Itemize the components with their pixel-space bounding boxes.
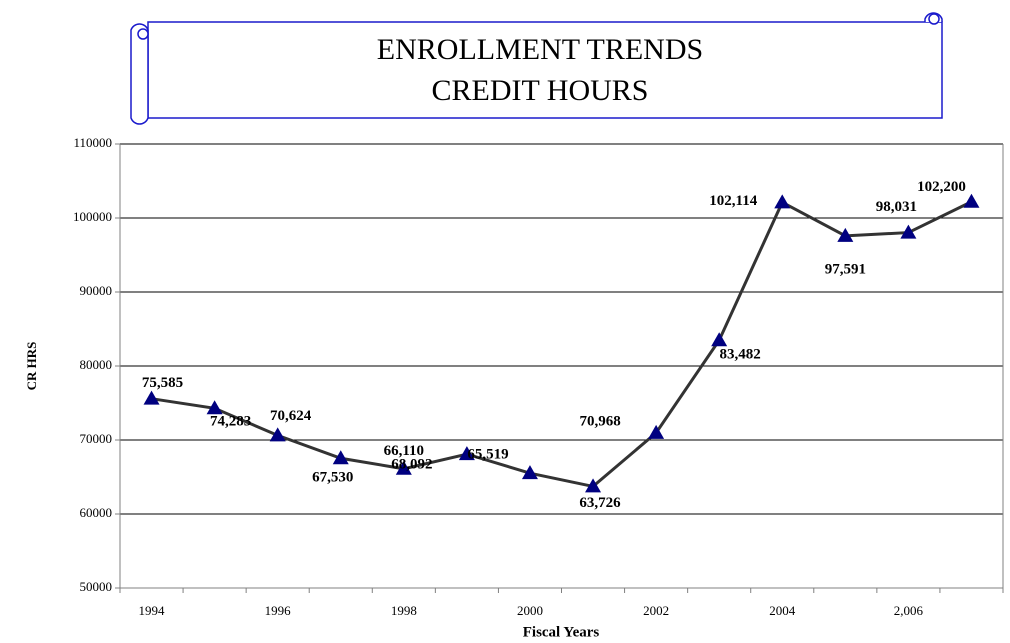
x-tick-label: 1998 bbox=[391, 603, 417, 618]
value-label: 63,726 bbox=[579, 495, 621, 511]
x-tick-label: 2004 bbox=[769, 603, 796, 618]
data-point bbox=[900, 224, 917, 239]
y-tick-label: 100000 bbox=[73, 209, 112, 224]
data-point bbox=[269, 427, 286, 442]
y-tick-label: 110000 bbox=[73, 135, 112, 150]
y-tick-label: 80000 bbox=[80, 357, 113, 372]
value-label: 97,591 bbox=[825, 261, 866, 277]
value-label: 74,283 bbox=[210, 414, 251, 430]
value-label: 70,968 bbox=[579, 413, 620, 429]
value-label: 102,200 bbox=[917, 179, 966, 195]
data-point bbox=[711, 332, 728, 347]
data-point bbox=[395, 460, 412, 475]
value-label: 98,031 bbox=[876, 199, 917, 215]
y-tick-label: 50000 bbox=[80, 579, 113, 594]
title-banner bbox=[130, 12, 943, 125]
y-tick-label: 60000 bbox=[80, 505, 113, 520]
data-point bbox=[332, 450, 349, 465]
x-axis-label: Fiscal Years bbox=[523, 624, 600, 640]
banner-left-roll bbox=[130, 23, 149, 125]
series-line bbox=[151, 200, 973, 489]
data-point bbox=[143, 390, 160, 405]
banner-right-curl bbox=[928, 13, 940, 25]
x-tick-label: 2002 bbox=[643, 603, 669, 618]
x-tick-label: 1996 bbox=[265, 603, 292, 618]
banner-body bbox=[147, 21, 943, 119]
x-tick-label: 1994 bbox=[139, 603, 166, 618]
value-label: 68,092 bbox=[391, 457, 432, 473]
data-point bbox=[206, 400, 223, 415]
y-tick-label: 70000 bbox=[80, 431, 113, 446]
data-point bbox=[774, 194, 791, 209]
data-point bbox=[837, 227, 854, 242]
value-label: 102,114 bbox=[709, 193, 757, 209]
value-label: 75,585 bbox=[142, 375, 183, 391]
value-label: 67,530 bbox=[312, 470, 353, 486]
data-point bbox=[458, 446, 475, 461]
x-tick-label: 2000 bbox=[517, 603, 543, 618]
value-label: 66,110 bbox=[384, 443, 424, 459]
value-label: 70,624 bbox=[270, 408, 312, 424]
value-label: 65,519 bbox=[467, 447, 508, 463]
chart-title: ENROLLMENT TRENDS bbox=[377, 33, 703, 66]
data-point bbox=[963, 193, 980, 208]
x-tick-label: 2,006 bbox=[894, 603, 924, 618]
chart-subtitle: CREDIT HOURS bbox=[432, 74, 649, 107]
y-tick-label: 90000 bbox=[80, 283, 113, 298]
data-point bbox=[521, 465, 538, 480]
y-axis-label: CR HRS bbox=[24, 342, 39, 391]
data-point bbox=[648, 424, 665, 439]
banner-left-curl bbox=[137, 28, 149, 40]
data-point bbox=[585, 478, 602, 493]
value-label: 83,482 bbox=[720, 347, 761, 363]
